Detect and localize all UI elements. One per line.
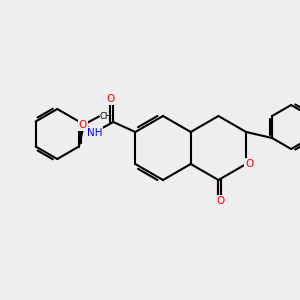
Text: CH₃: CH₃	[100, 112, 116, 121]
Text: O: O	[216, 196, 225, 206]
Text: O: O	[245, 159, 253, 169]
Text: O: O	[79, 119, 87, 130]
Text: NH: NH	[86, 128, 102, 138]
Text: O: O	[106, 94, 114, 104]
